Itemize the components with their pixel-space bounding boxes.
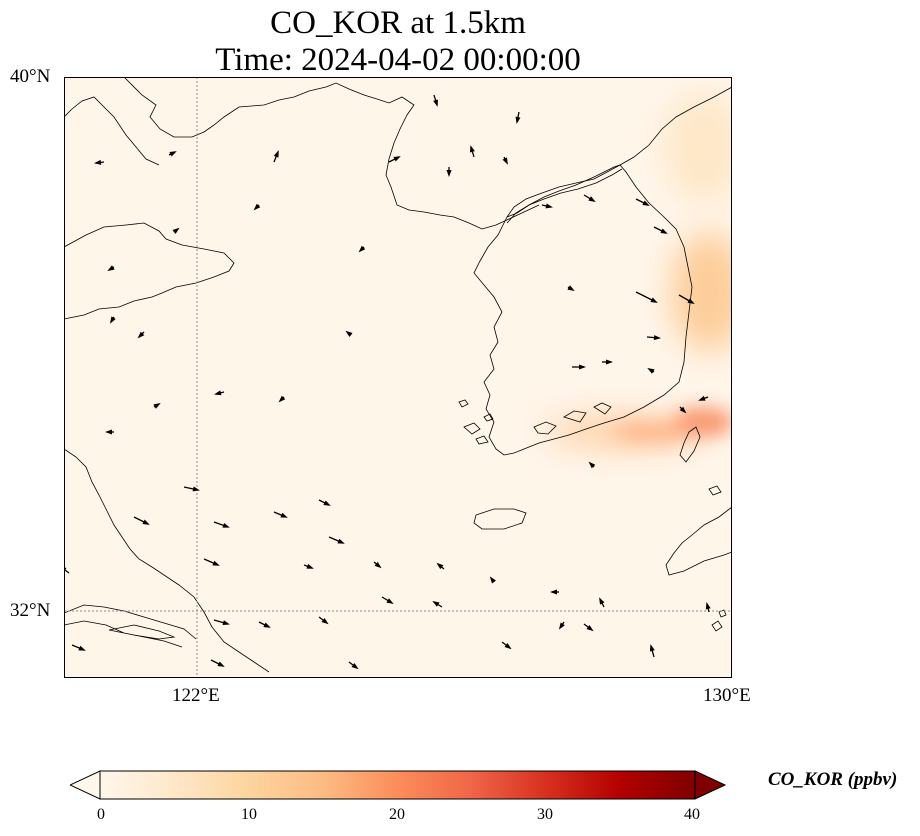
wind-arrow-head xyxy=(278,395,286,403)
wind-arrow-head xyxy=(679,406,687,414)
map-panel xyxy=(64,77,732,678)
wind-arrow-head xyxy=(107,265,115,272)
wind-arrow-head xyxy=(504,643,512,650)
wind-arrow-head xyxy=(698,395,706,401)
wind-arrow-head xyxy=(323,500,331,506)
north-korea-east-coast xyxy=(619,86,732,166)
wind-arrow-head xyxy=(142,519,150,525)
yangtze-estuary xyxy=(64,604,197,648)
map-border xyxy=(64,77,732,678)
wind-arrow-head xyxy=(280,512,288,518)
southwest-islands xyxy=(458,399,612,445)
colorbar xyxy=(70,770,726,800)
map-title-line1: CO_KOR at 1.5km xyxy=(270,5,526,41)
china-east-coast xyxy=(64,448,270,673)
colorbar-tick-10: 10 xyxy=(241,806,257,823)
wind-arrow-head xyxy=(78,645,86,651)
wind-arrow-head xyxy=(374,561,382,569)
wind-arrow-head xyxy=(649,644,655,652)
jeju-island xyxy=(473,508,527,530)
wind-arrow-head xyxy=(358,245,366,253)
wind-arrow-head xyxy=(432,600,440,607)
wind-arrow-head xyxy=(345,330,353,337)
wind-arrow-head xyxy=(579,364,586,370)
wind-arrow-head xyxy=(321,618,329,625)
wind-arrow-head xyxy=(567,285,575,292)
tsushima-island xyxy=(679,426,701,463)
colorbar-tick-0: 0 xyxy=(97,806,105,823)
shandong-coast xyxy=(64,222,235,320)
lon-label-130: 130°E xyxy=(703,685,751,706)
wind-arrow-head xyxy=(436,562,444,570)
wind-arrow-head xyxy=(217,661,225,667)
china-north-coast xyxy=(123,77,540,230)
colorbar-title: CO_KOR (ppbv) xyxy=(768,769,898,790)
wind-arrow-head xyxy=(642,200,650,206)
wind-arrow-head xyxy=(433,99,438,107)
colorbar-tick-20: 20 xyxy=(389,806,405,823)
wind-arrow-head xyxy=(222,620,230,626)
colorbar-tick-30: 30 xyxy=(537,806,553,823)
wind-arrow-head xyxy=(502,157,508,165)
wind-arrow-head xyxy=(660,228,668,234)
lat-label-32: 32°N xyxy=(10,600,51,621)
wind-arrow-head xyxy=(212,560,220,566)
wind-arrow-head xyxy=(253,203,261,211)
wind-vectors xyxy=(64,94,711,670)
colorbar-extend-max xyxy=(694,770,726,800)
wind-arrow-head xyxy=(606,359,613,365)
wind-arrow-head xyxy=(653,335,661,341)
wind-arrow-head xyxy=(192,486,200,492)
map-title-line2: Time: 2024-04-02 00:00:00 xyxy=(215,42,581,78)
wind-arrow-head xyxy=(558,622,565,630)
japan-kyushu-coast xyxy=(665,506,732,576)
korean-peninsula-coast xyxy=(473,164,693,456)
wind-arrow-head xyxy=(705,602,711,610)
wind-arrow-head xyxy=(337,538,345,544)
wind-arrow-head xyxy=(687,298,695,304)
wind-arrow-head xyxy=(599,597,605,605)
wind-arrow-head xyxy=(94,159,102,165)
wind-arrow-head xyxy=(588,461,596,469)
wind-arrow-head xyxy=(588,196,596,203)
colorbar-gradient xyxy=(99,770,696,800)
wind-arrow-head xyxy=(446,170,452,177)
colorbar-tick-40: 40 xyxy=(684,806,700,823)
dmz-border xyxy=(506,164,623,224)
wind-arrow-head xyxy=(393,156,401,162)
wind-arrow-head xyxy=(306,563,314,569)
wind-arrow-head xyxy=(137,331,145,339)
wind-arrow-head xyxy=(550,589,557,595)
wind-arrow-head xyxy=(273,150,279,158)
japan-small-islands xyxy=(708,485,727,632)
wind-arrow-head xyxy=(172,227,180,234)
wind-arrow-head xyxy=(650,297,658,303)
wind-arrow-head xyxy=(515,116,521,124)
coastlines xyxy=(64,77,732,673)
wind-arrow-head xyxy=(386,598,394,605)
wind-arrow-head xyxy=(489,576,496,584)
wind-arrow-head xyxy=(153,402,161,409)
liaodong-coast xyxy=(64,96,160,166)
ocean-background xyxy=(64,77,732,678)
wind-arrow-head xyxy=(647,367,655,374)
wind-arrow-head xyxy=(263,622,271,628)
lat-label-40: 40°N xyxy=(10,66,51,87)
wind-arrow-head xyxy=(109,316,116,324)
gridlines xyxy=(64,77,732,678)
wind-arrow-head xyxy=(351,663,359,670)
wind-arrow-head xyxy=(169,151,177,157)
wind-arrow-head xyxy=(222,522,230,528)
wind-arrow-head xyxy=(545,203,553,209)
wind-arrow-head xyxy=(214,390,222,396)
wind-arrow-head xyxy=(470,145,475,153)
wind-arrow-head xyxy=(105,429,112,435)
colorbar-extend-min xyxy=(70,770,101,800)
wind-arrow-head xyxy=(586,625,594,632)
lon-label-122: 122°E xyxy=(172,685,220,706)
